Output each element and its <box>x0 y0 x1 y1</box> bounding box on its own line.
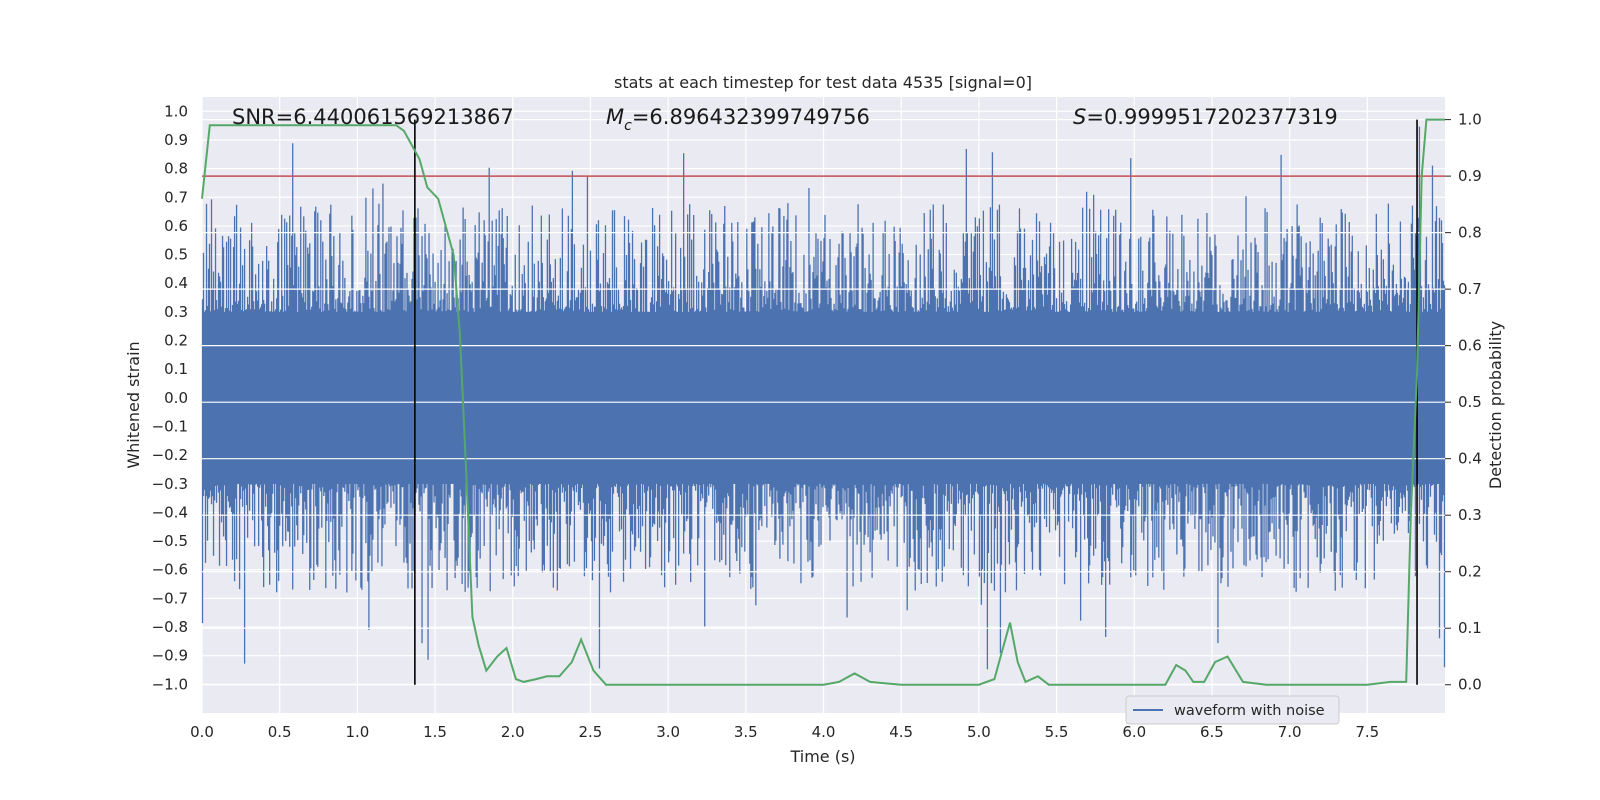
x-tick-label: 2.5 <box>579 723 603 741</box>
right-axis-grid <box>202 119 1445 686</box>
y-left-tick-label: −0.9 <box>152 647 188 665</box>
legend-label: waveform with noise <box>1174 703 1325 719</box>
y-left-tick-label: −0.4 <box>152 503 188 521</box>
snr-annotation: SNR=6.440061569213867 <box>232 105 514 129</box>
chirp-mass-value: =6.896432399749756 <box>632 105 870 129</box>
x-tick-label: 5.0 <box>967 723 991 741</box>
y-right-tick-label: 0.3 <box>1458 506 1482 524</box>
y-left-tick-label: 0.9 <box>164 131 188 149</box>
y-axis-left-ticks: 1.0 0.9 0.8 0.7 0.6 0.5 0.4 0.3 0.2 0.1 0.0 −0.1 −0.… <box>152 102 188 693</box>
chirp-mass-annotation: Mc=6.896432399749756 <box>606 105 870 134</box>
y-right-tick-label: 0.4 <box>1458 450 1482 468</box>
x-tick-label: 7.0 <box>1278 723 1302 741</box>
y-right-tick-label: 0.5 <box>1458 393 1482 411</box>
y-right-tick-label: 0.6 <box>1458 337 1482 355</box>
s-annotation: S=0.9999517202377319 <box>1073 105 1338 129</box>
waveform-core <box>202 311 1445 484</box>
x-axis-ticks: 0.0 0.5 1.0 1.5 2.0 2.5 3.0 3.5 4.0 4.5 5.0 5.5 6.0 6… <box>190 723 1379 741</box>
y-right-tick-label: 0.0 <box>1458 676 1482 694</box>
y-left-tick-label: −1.0 <box>152 675 188 693</box>
y-left-tick-label: −0.1 <box>152 417 188 435</box>
y-left-tick-label: −0.6 <box>152 561 188 579</box>
x-tick-label: 6.0 <box>1122 723 1146 741</box>
y-right-tick-label: 0.1 <box>1458 619 1482 637</box>
x-tick-label: 2.0 <box>501 723 525 741</box>
y-right-tick-label: 1.0 <box>1458 111 1482 129</box>
s-symbol: S <box>1073 105 1086 129</box>
y-left-tick-label: −0.8 <box>152 618 188 636</box>
y-right-tick-label: 0.7 <box>1458 280 1482 298</box>
detection-probability-line <box>201 118 1445 686</box>
y-left-tick-label: 1.0 <box>164 102 188 120</box>
x-tick-label: 1.0 <box>345 723 369 741</box>
x-tick-label: 4.0 <box>812 723 836 741</box>
y-left-tick-label: 0.6 <box>164 217 188 235</box>
x-tick-label: 3.0 <box>656 723 680 741</box>
y-left-tick-label: −0.2 <box>152 446 188 464</box>
y-left-tick-label: −0.3 <box>152 475 188 493</box>
y-left-tick-label: 0.5 <box>164 246 188 264</box>
x-tick-label: 7.5 <box>1355 723 1379 741</box>
x-tick-label: 0.0 <box>190 723 214 741</box>
x-tick-label: 6.5 <box>1200 723 1224 741</box>
chirp-mass-subscript: c <box>624 118 632 134</box>
y-left-tick-label: 0.3 <box>164 303 188 321</box>
y-axis-left-label: Whitened strain <box>124 341 143 468</box>
y-axis-right-label: Detection probability <box>1486 321 1505 489</box>
y-left-tick-label: 0.8 <box>164 160 188 178</box>
chart-title: stats at each timestep for test data 453… <box>614 73 1032 92</box>
y-right-tick-label: 0.2 <box>1458 563 1482 581</box>
waveform-series <box>201 126 1446 670</box>
x-tick-label: 0.5 <box>268 723 292 741</box>
y-left-tick-label: 0.1 <box>164 360 188 378</box>
y-left-tick-label: 0.0 <box>164 389 188 407</box>
legend-box <box>1125 695 1340 725</box>
y-right-tick-label: 0.8 <box>1458 224 1482 242</box>
vertical-markers <box>414 119 1418 685</box>
y-left-tick-label: −0.5 <box>152 532 188 550</box>
x-tick-label: 4.5 <box>889 723 913 741</box>
x-axis-label: Time (s) <box>789 747 855 766</box>
y-right-tick-label: 0.9 <box>1458 167 1482 185</box>
x-tick-label: 5.5 <box>1045 723 1069 741</box>
y-axis-right-ticks: 1.0 0.9 0.8 0.7 0.6 0.5 0.4 0.3 0.2 0.1 0.0 <box>1445 111 1482 694</box>
s-value: =0.9999517202377319 <box>1086 105 1337 129</box>
y-left-tick-label: −0.7 <box>152 589 188 607</box>
legend: waveform with noise <box>1125 695 1340 725</box>
x-tick-label: 1.5 <box>423 723 447 741</box>
y-left-tick-label: 0.2 <box>164 332 188 350</box>
y-left-tick-label: 0.7 <box>164 188 188 206</box>
y-left-tick-label: 0.4 <box>164 274 188 292</box>
x-tick-label: 3.5 <box>734 723 758 741</box>
chirp-mass-symbol: M <box>606 105 624 129</box>
